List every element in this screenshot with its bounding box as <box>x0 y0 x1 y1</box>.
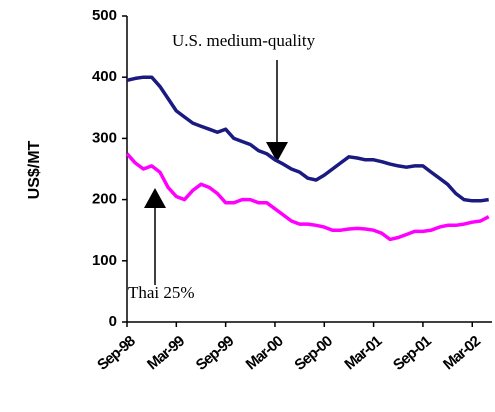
y-tick-label: 100 <box>92 252 117 269</box>
x-tick-label: Mar-00 <box>243 333 287 374</box>
series-line <box>125 152 490 242</box>
annotation: Thai 25% <box>128 283 195 302</box>
x-tick-label: Sep-99 <box>193 333 238 374</box>
y-axis-label: US$/MT <box>26 140 43 199</box>
x-tick-label: Mar-02 <box>440 333 484 374</box>
y-tick-label: 300 <box>92 129 117 146</box>
x-tick-label: Sep-98 <box>94 333 139 374</box>
x-tick-label: Mar-01 <box>341 333 385 374</box>
y-tick-label: 400 <box>92 68 117 85</box>
x-tick-label: Sep-00 <box>291 333 336 374</box>
annotation: U.S. medium-quality <box>172 31 316 50</box>
y-tick-label: 200 <box>92 191 117 208</box>
x-tick-label: Mar-99 <box>144 333 188 374</box>
y-tick-label: 0 <box>109 313 117 330</box>
arrows <box>144 60 288 285</box>
series-line <box>126 75 489 203</box>
y-tick-label: 500 <box>92 7 117 24</box>
x-tick-label: Sep-01 <box>390 333 435 374</box>
